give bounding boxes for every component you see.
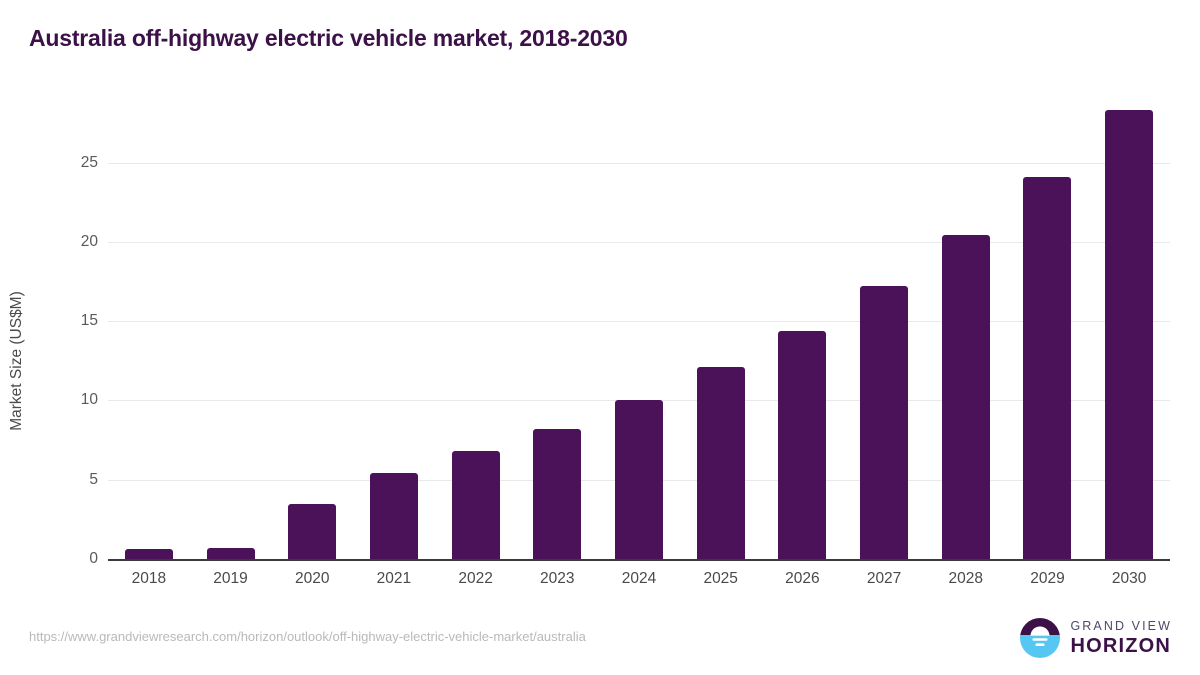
logo-bottom-text: HORIZON — [1070, 634, 1172, 657]
x-axis-tick-label: 2021 — [376, 570, 412, 587]
bar-2023[interactable] — [533, 428, 582, 559]
bar-2026[interactable] — [778, 330, 827, 559]
gridline — [108, 321, 1170, 323]
bar-2028[interactable] — [941, 235, 990, 559]
x-axis-tick-label: 2023 — [540, 570, 575, 587]
y-axis-tick-label: 15 — [80, 312, 98, 330]
page-title: Australia off-highway electric vehicle m… — [29, 25, 628, 51]
y-axis-tick-label: 0 — [89, 550, 98, 567]
x-axis-tick-label: 2030 — [1111, 570, 1147, 587]
gridline — [108, 162, 1170, 164]
x-axis-tick-label: 2027 — [866, 570, 902, 587]
x-axis-tick-label: 2019 — [213, 570, 248, 587]
bar-2020[interactable] — [288, 503, 337, 559]
y-axis-tick-label: 25 — [80, 153, 98, 171]
bar-2019[interactable] — [206, 547, 255, 559]
y-axis-title: Market Size (US$M) — [8, 291, 25, 431]
horizon-logo-icon — [1020, 618, 1061, 658]
x-axis-tick-label: 2022 — [458, 570, 493, 587]
source-url-label[interactable]: https://www.grandviewresearch.com/horizo… — [29, 629, 586, 644]
x-axis-tick-label: 2026 — [785, 570, 820, 587]
x-axis-tick-label: 2020 — [294, 570, 330, 587]
grand-view-horizon-logo: GRAND VIEW HORIZON — [1019, 617, 1172, 659]
x-axis-tick-label: 2028 — [948, 570, 984, 587]
y-axis-tick-label: 5 — [89, 470, 98, 488]
bar-2021[interactable] — [369, 473, 418, 559]
x-axis-tick-label: 2018 — [131, 570, 167, 587]
bar-2022[interactable] — [451, 451, 500, 559]
x-axis-line — [108, 559, 1170, 561]
x-axis-tick-label: 2024 — [621, 570, 657, 587]
x-axis-tick-label: 2025 — [703, 570, 738, 587]
logo-top-text: GRAND VIEW — [1070, 619, 1172, 634]
y-axis-tick-label: 10 — [80, 391, 98, 409]
bar-2029[interactable] — [1023, 176, 1072, 559]
bar-2018[interactable] — [124, 549, 173, 559]
logo-wordmark: GRAND VIEW HORIZON — [1070, 620, 1172, 656]
bar-2025[interactable] — [696, 367, 745, 559]
bar-2027[interactable] — [860, 286, 909, 559]
bar-2030[interactable] — [1105, 110, 1154, 559]
bar-2024[interactable] — [615, 400, 663, 559]
gridline — [108, 241, 1170, 243]
x-axis-tick-label: 2029 — [1030, 570, 1065, 587]
y-axis-tick-label: 20 — [80, 232, 98, 250]
